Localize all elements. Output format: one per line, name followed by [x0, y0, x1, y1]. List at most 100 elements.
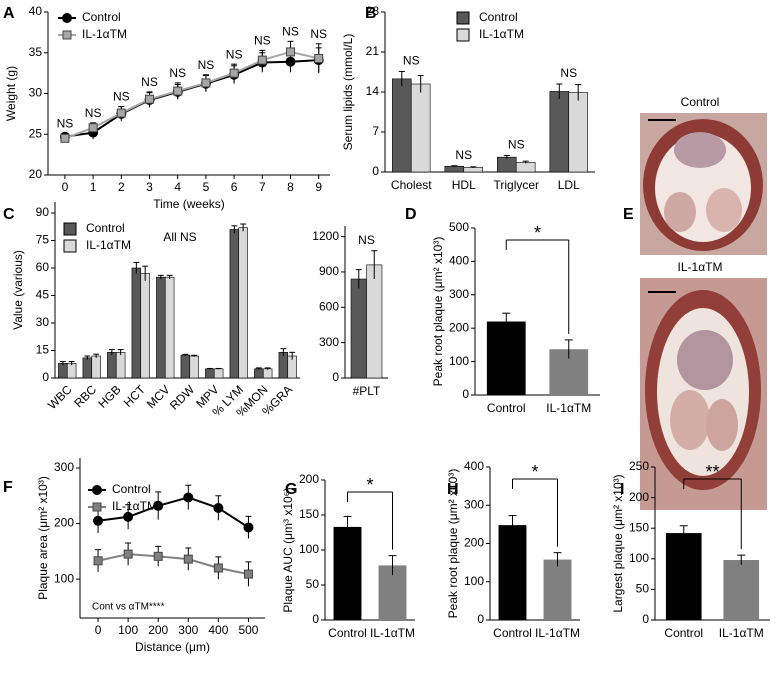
- point-label: NS: [254, 33, 271, 47]
- point-label: NS: [141, 75, 158, 89]
- bar: [568, 92, 588, 173]
- x-tick-label: Control: [487, 401, 526, 415]
- point-label: NS: [560, 66, 577, 80]
- y-tick-label: 0: [372, 164, 379, 178]
- marker: [257, 55, 267, 65]
- y-tick-label: 500: [449, 220, 469, 234]
- bar: [164, 276, 175, 379]
- marker: [88, 123, 98, 133]
- panel-label: A: [3, 5, 15, 22]
- bar: [486, 321, 526, 395]
- legend-label: Control: [86, 221, 125, 235]
- y-tick-label: 50: [306, 577, 320, 591]
- y-tick-label: 200: [299, 472, 319, 486]
- x-tick-label: 6: [231, 180, 238, 194]
- y-tick-label: 200: [449, 320, 469, 334]
- bar: [463, 167, 483, 173]
- panel-label: C: [3, 206, 15, 223]
- marker: [201, 78, 211, 88]
- y-axis-label: Weight (g): [4, 66, 18, 121]
- x-tick-label: 400: [208, 623, 228, 637]
- x-tick-label: 5: [203, 180, 210, 194]
- y-tick-label: 150: [629, 520, 649, 534]
- bar: [254, 368, 264, 379]
- x-tick-label: LDL: [558, 178, 580, 192]
- x-tick-label: HGB: [95, 382, 123, 410]
- marker: [60, 133, 70, 143]
- x-tick-label: 9: [315, 180, 322, 194]
- marker: [62, 13, 72, 23]
- point-label: NS: [198, 58, 215, 72]
- marker: [213, 563, 223, 573]
- marker: [116, 108, 126, 118]
- y-axis-label: Plaque area (μm² x10³): [36, 476, 50, 600]
- marker: [93, 515, 104, 526]
- panel-label: G: [285, 481, 297, 498]
- y-tick-label: 400: [449, 254, 469, 268]
- x-tick-label: IL-1αTM: [535, 626, 580, 640]
- bar: [229, 229, 240, 379]
- x-tick-label: Triglycer: [493, 178, 539, 192]
- marker: [92, 485, 102, 495]
- x-tick-label: 4: [174, 180, 181, 194]
- marker: [62, 30, 72, 40]
- bar: [333, 526, 362, 620]
- bar: [665, 533, 702, 620]
- y-tick-label: 30: [36, 315, 50, 329]
- legend-swatch: [63, 222, 77, 236]
- y-axis-label: Peak root plaque (μm² x10³): [446, 469, 460, 619]
- bar: [66, 363, 77, 379]
- significance-label: **: [705, 462, 719, 482]
- bar: [189, 355, 199, 379]
- point-label: NS: [358, 233, 375, 247]
- y-tick-label: 0: [332, 370, 339, 384]
- y-axis-label: Value (various): [11, 250, 25, 330]
- marker: [314, 53, 324, 63]
- marker: [92, 502, 102, 512]
- point-label: NS: [169, 66, 186, 80]
- x-tick-label: 8: [287, 180, 294, 194]
- x-tick-label: 1: [90, 180, 97, 194]
- y-tick-label: 30: [29, 86, 43, 100]
- marker: [153, 551, 163, 561]
- y-tick-label: 20: [29, 167, 43, 181]
- point-label: NS: [57, 117, 74, 131]
- significance-label: *: [534, 223, 541, 243]
- point-label: NS: [85, 106, 102, 120]
- bar: [115, 352, 126, 379]
- point-label: NS: [113, 90, 130, 104]
- y-tick-label: 0: [477, 612, 484, 626]
- series-line: [97, 496, 249, 529]
- y-tick-label: 25: [29, 126, 43, 140]
- panel-label: I: [620, 481, 624, 498]
- y-tick-label: 200: [54, 516, 74, 530]
- point-label: NS: [403, 54, 420, 68]
- x-tick-label: RBC: [71, 382, 99, 410]
- x-tick-label: 0: [62, 180, 69, 194]
- bar: [205, 368, 215, 379]
- bar: [131, 267, 142, 379]
- x-tick-label: MCV: [144, 382, 173, 411]
- marker: [243, 569, 253, 579]
- marker: [93, 556, 103, 566]
- y-tick-label: 1200: [312, 229, 339, 243]
- x-tick-label: WBC: [45, 382, 75, 412]
- marker: [183, 492, 194, 503]
- x-tick-label: 3: [146, 180, 153, 194]
- y-tick-label: 900: [319, 264, 339, 278]
- marker: [123, 511, 134, 522]
- y-tick-label: 60: [36, 260, 50, 274]
- bar: [82, 357, 93, 379]
- bar: [58, 363, 68, 379]
- x-tick-label: HDL: [452, 178, 476, 192]
- x-tick-label: Control: [328, 626, 367, 640]
- y-tick-label: 100: [464, 574, 484, 588]
- series-line: [64, 50, 319, 140]
- y-tick-label: 300: [449, 287, 469, 301]
- bar: [723, 560, 760, 620]
- point-label: NS: [310, 27, 327, 41]
- x-tick-label: 7: [259, 180, 266, 194]
- bar: [444, 165, 465, 173]
- y-axis-label: Plaque AUC (μm³ x10⁶): [281, 487, 295, 612]
- marker: [229, 68, 239, 78]
